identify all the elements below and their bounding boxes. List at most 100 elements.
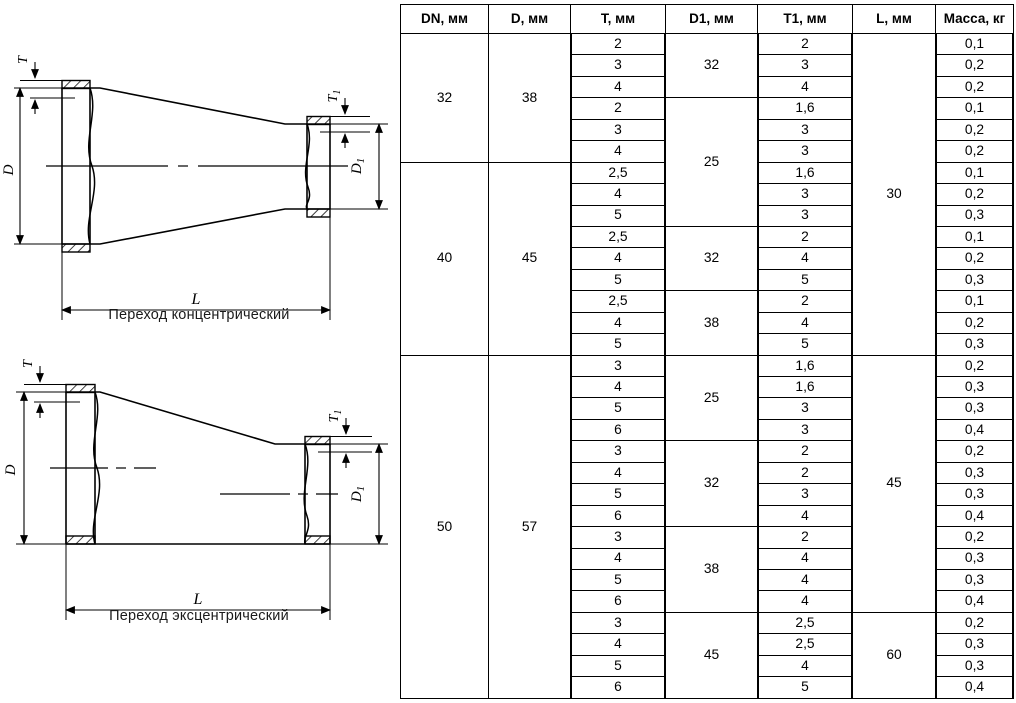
dimension-D: D (3, 391, 66, 545)
cell-t: 5 (570, 204, 666, 227)
cell-t: 3 (570, 354, 666, 378)
cell-t1: 3 (757, 183, 853, 206)
cell-d1: 32 (665, 440, 758, 528)
cell-t1: 4 (757, 75, 853, 99)
cell-massa: 0,4 (935, 676, 1014, 699)
cell-t1: 5 (757, 676, 853, 699)
cell-t: 4 (570, 375, 666, 399)
figure-eccentric-reducer: D D1 T T1 (0, 352, 398, 652)
dimension-T: T (21, 359, 80, 418)
dimension-D: D (1, 87, 62, 245)
cell-massa: 0,2 (935, 440, 1014, 463)
cell-d1: 45 (665, 611, 758, 700)
cell-t1: 2 (757, 440, 853, 463)
cell-massa: 0,2 (935, 54, 1014, 77)
table-row: 3 32 2 0,2 (401, 440, 1014, 528)
cell-t1: 3 (757, 204, 853, 227)
cell-massa: 0,2 (935, 183, 1014, 206)
figure-concentric-reducer: D D1 T T1 (0, 52, 398, 347)
cell-t: 4 (570, 75, 666, 99)
cell-massa: 0,1 (935, 161, 1014, 185)
table-row: 4 4 0,2 (401, 311, 1014, 335)
cell-dn: 32 (400, 33, 489, 163)
cell-t: 4 (570, 311, 666, 335)
cell-massa: 0,3 (935, 654, 1014, 678)
table-row: 3 45 2,5 60 0,2 (401, 611, 1014, 700)
label-D: D (3, 464, 19, 476)
cell-massa: 0,3 (935, 568, 1014, 592)
cell-t1: 4 (757, 654, 853, 678)
caption-eccentric: Переход эксцентрический (109, 608, 289, 624)
table-row: 4 1,6 0,3 (401, 375, 1014, 399)
cell-massa: 0,2 (935, 140, 1014, 163)
cell-massa: 0,2 (935, 526, 1014, 549)
dimension-D1: D1 (330, 443, 388, 545)
label-T: T (21, 359, 36, 368)
cell-massa: 0,2 (935, 311, 1014, 335)
table-row: 4 2,5 0,3 (401, 633, 1014, 656)
cell-t1: 3 (757, 118, 853, 142)
cell-t: 4 (570, 547, 666, 570)
cell-t: 5 (570, 568, 666, 592)
cell-t1: 4 (757, 247, 853, 270)
table-row: 5 3 0,3 (401, 204, 1014, 227)
cell-t: 4 (570, 633, 666, 656)
concentric-reducer-svg: D D1 T T1 (1, 55, 388, 320)
cell-t: 5 (570, 654, 666, 678)
cell-t1: 2 (757, 225, 853, 249)
cell-t1: 2 (757, 290, 853, 313)
dimension-T: T (16, 55, 75, 114)
table-row: 6 5 0,4 (401, 676, 1014, 699)
specifications-table: DN, мм D, мм T, мм D1, мм T1, мм L, мм М… (400, 4, 1014, 700)
label-T: T (16, 55, 31, 64)
table-row: 5 4 0,3 (401, 568, 1014, 592)
cell-d: 57 (488, 354, 571, 700)
cell-l: 30 (852, 33, 936, 356)
specifications-table-wrap: DN, мм D, мм T, мм D1, мм T1, мм L, мм М… (400, 4, 1014, 700)
cell-t1: 4 (757, 311, 853, 335)
wall-hatching (65, 383, 331, 545)
cell-massa: 0,4 (935, 590, 1014, 613)
label-T1: T1 (327, 410, 344, 423)
cell-massa: 0,3 (935, 547, 1014, 570)
cell-t1: 1,6 (757, 354, 853, 378)
cell-t1: 5 (757, 333, 853, 356)
cell-t: 4 (570, 461, 666, 485)
col-header-massa: Масса, кг (935, 4, 1014, 34)
col-header-t: T, мм (570, 4, 666, 34)
table-body: 32 38 2 32 2 30 0,1 3 3 0,2 4 4 0,2 2 25 1,6 0,1 3 3 0,2 4 3 0… (400, 32, 1014, 700)
table-row: 4 3 0,2 (401, 183, 1014, 206)
cell-t: 2,5 (570, 225, 666, 249)
cell-t1: 5 (757, 268, 853, 292)
label-D: D (1, 164, 17, 176)
table-row: 2,5 38 2 0,1 (401, 290, 1014, 356)
cell-t: 5 (570, 483, 666, 506)
cell-t: 6 (570, 676, 666, 699)
cell-t1: 4 (757, 590, 853, 613)
table-row: 32 38 2 32 2 30 0,1 (400, 32, 1014, 356)
cell-t: 3 (570, 54, 666, 77)
cell-massa: 0,1 (935, 225, 1014, 249)
cell-t1: 1,6 (757, 161, 853, 185)
col-header-l: L, мм (852, 4, 936, 34)
col-header-dn: DN, мм (400, 4, 489, 34)
cell-t: 4 (570, 247, 666, 270)
cell-massa: 0,3 (935, 204, 1014, 227)
cell-t1: 3 (757, 483, 853, 506)
cell-massa: 0,3 (935, 461, 1014, 485)
wall-hatching (61, 79, 331, 253)
cell-massa: 0,3 (935, 483, 1014, 506)
dimension-D1: D1 (330, 123, 388, 210)
cell-t: 2 (570, 97, 666, 120)
table-row: 40 45 2,5 1,6 0,1 (400, 161, 1014, 356)
col-header-d1: D1, мм (665, 4, 758, 34)
cell-t: 2 (570, 32, 666, 56)
cell-t: 2,5 (570, 290, 666, 313)
cell-t: 6 (570, 504, 666, 528)
table-row: 6 4 0,4 (401, 590, 1014, 613)
cell-t1: 1,6 (757, 375, 853, 399)
label-D1: D1 (349, 158, 367, 175)
cell-d: 45 (488, 161, 571, 356)
cell-l: 45 (852, 354, 936, 613)
cell-t: 3 (570, 440, 666, 463)
